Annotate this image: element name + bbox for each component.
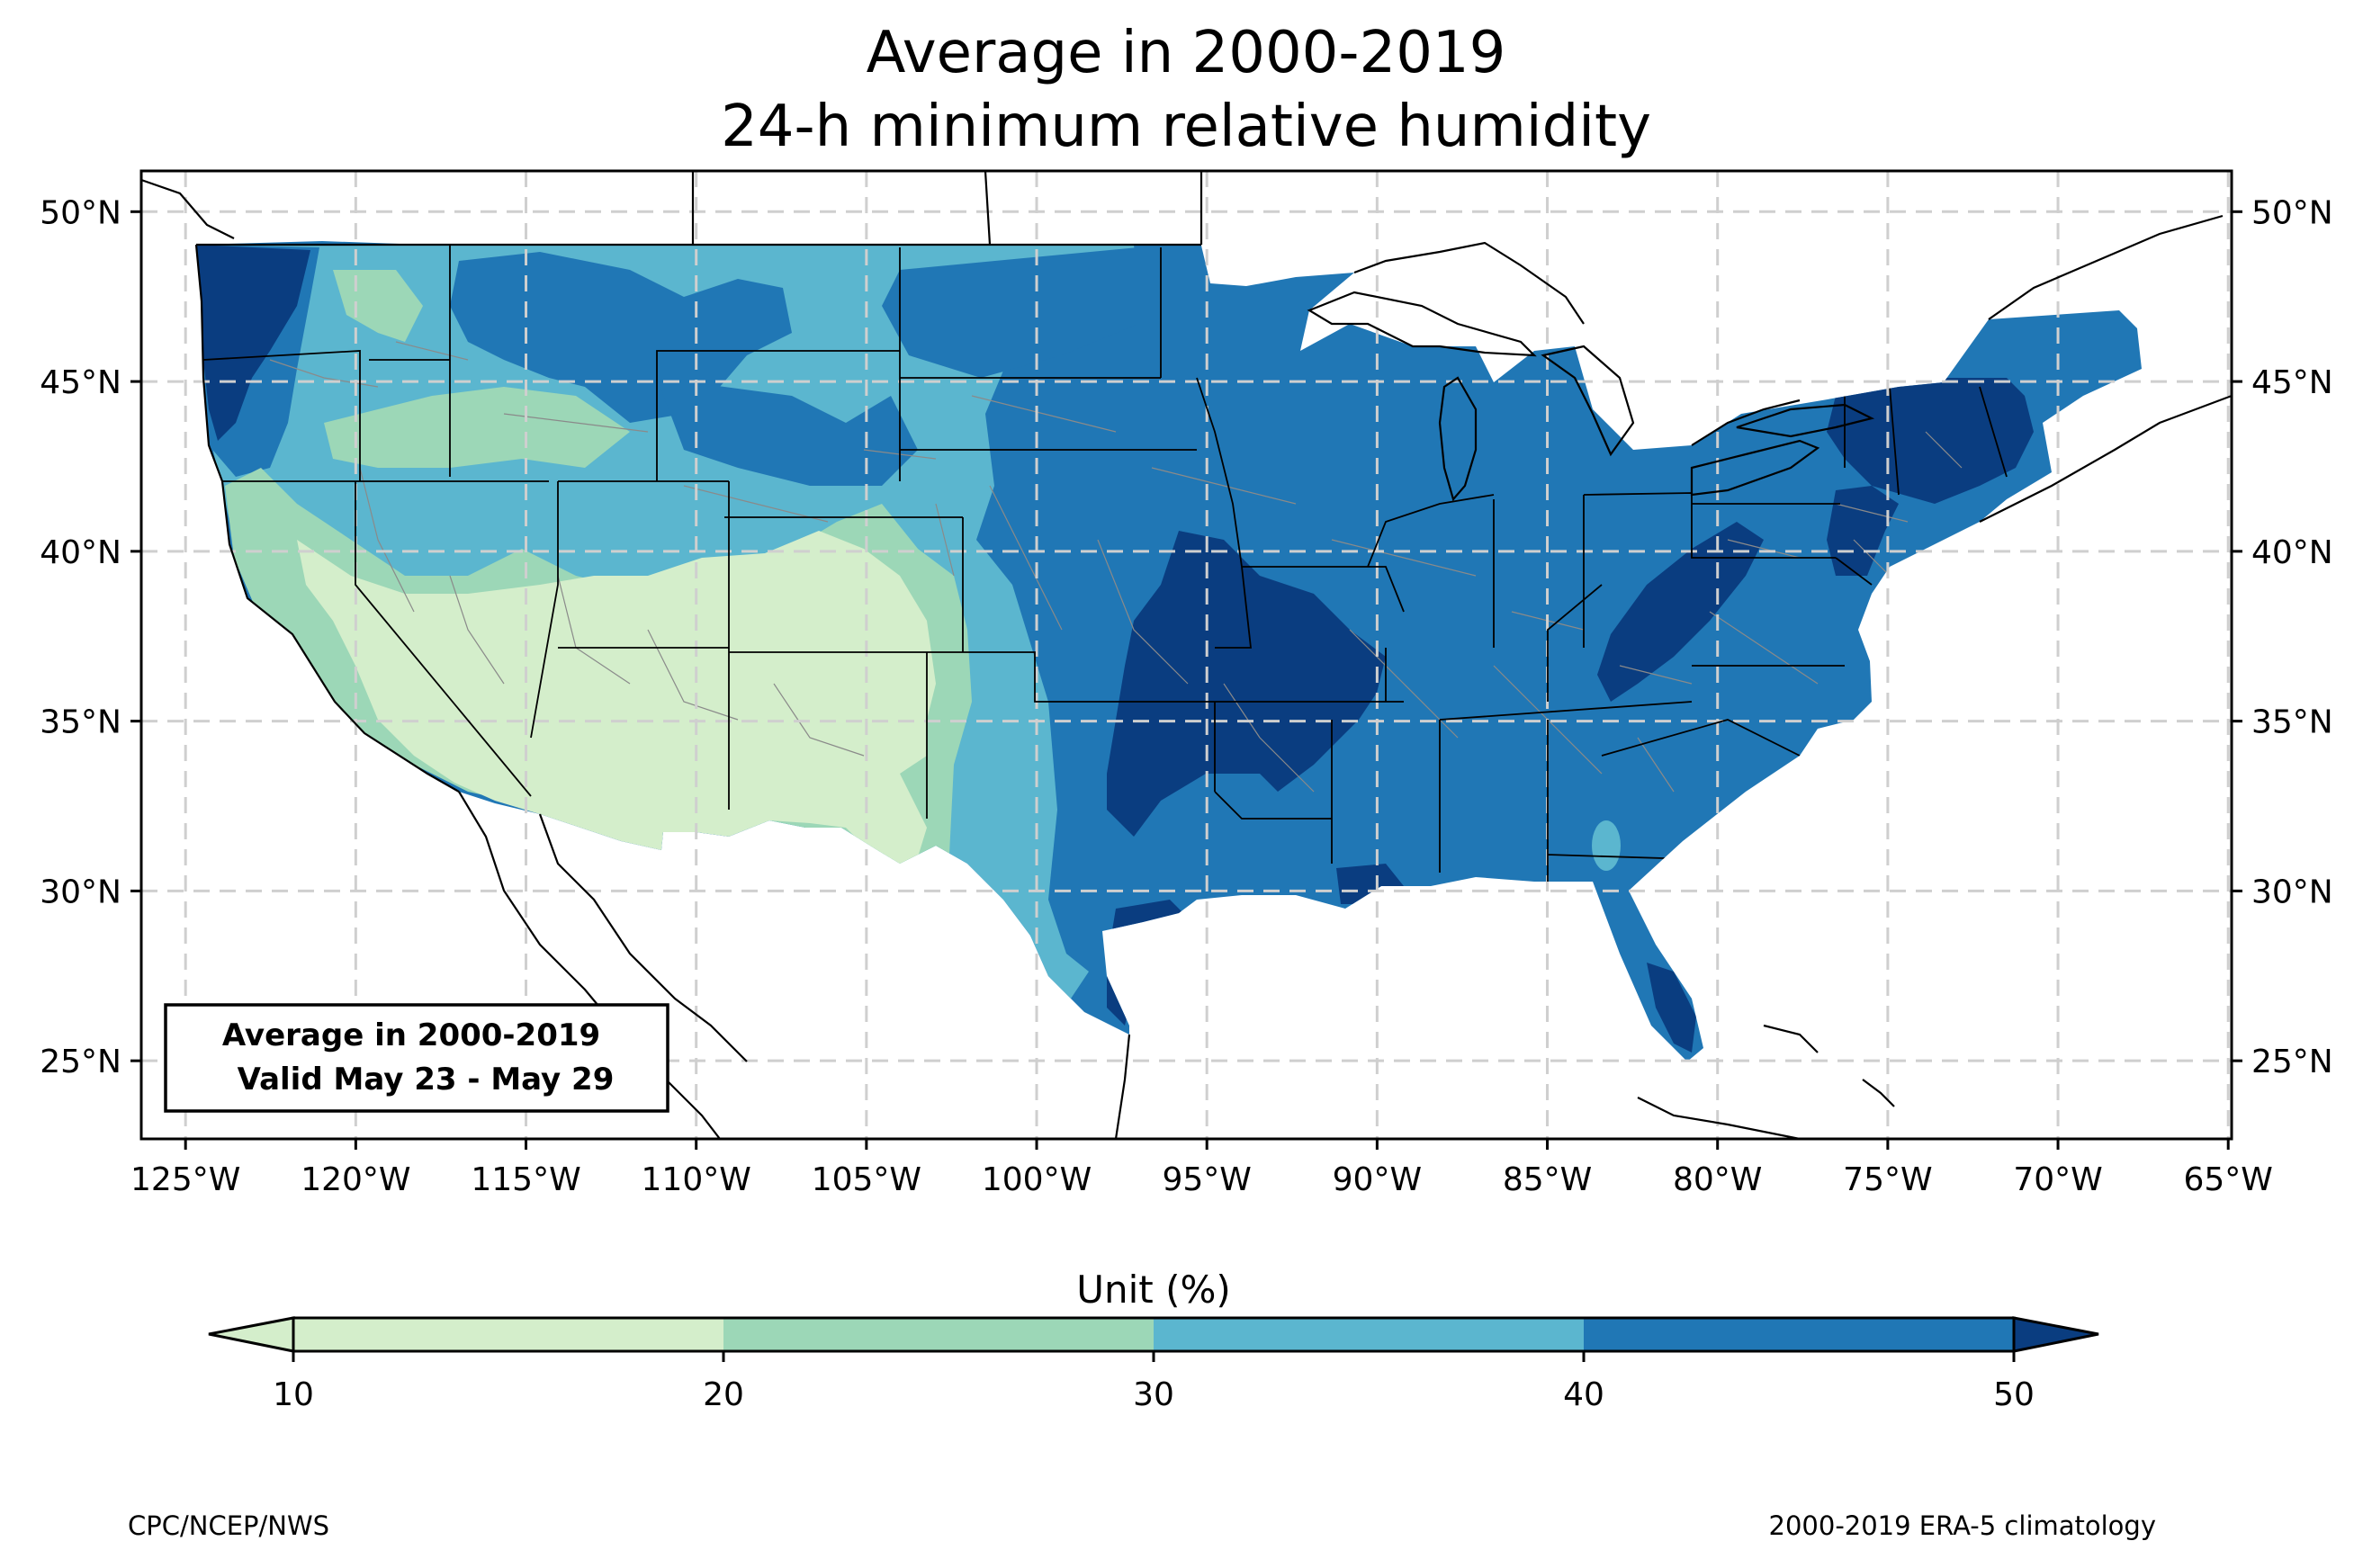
field-50-pacific-nw [196, 245, 310, 441]
figure-title-line1: Average in 2000-2019 [867, 20, 1506, 86]
lon-tick-label-1: 120°W [301, 1161, 410, 1198]
validity-box-line1: Average in 2000-2019 [222, 1017, 600, 1053]
field-40-50-dakotas [882, 247, 1138, 378]
field-50-midatlantic [1827, 486, 1899, 576]
lon-tick-label-11: 70°W [2013, 1161, 2102, 1198]
lat-tick-label-right-3: 40°N [2251, 534, 2333, 571]
lat-tick-label-right-4: 45°N [2251, 364, 2333, 401]
colorbar-tick-10: 10 [273, 1376, 314, 1413]
field-10-20-desert [297, 531, 936, 886]
lat-tick-label-left-1: 30°N [40, 874, 121, 910]
colorbar-extend-high [2012, 1316, 2099, 1353]
lat-tick-label-right-0: 25°N [2251, 1044, 2333, 1080]
lon-tick-label-5: 100°W [982, 1161, 1092, 1198]
lat-tick-label-left-3: 40°N [40, 534, 121, 571]
figure-title-line2: 24-h minimum relative humidity [721, 94, 1651, 160]
lat-tick-label-left-2: 35°N [40, 704, 121, 741]
validity-box-line2: Valid May 23 - May 29 [238, 1062, 615, 1098]
axis-ticks: 125°W 120°W 115°W 110°W 105°W 100°W 95°W 90°W 85… [40, 194, 2333, 1198]
lat-tick-label-left-4: 45°N [40, 364, 121, 401]
lon-tick-label-7: 90°W [1333, 1161, 1422, 1198]
field-50-northeast [1827, 378, 2034, 504]
lon-tick-label-10: 75°W [1843, 1161, 1932, 1198]
lon-tick-label-8: 85°W [1503, 1161, 1592, 1198]
lon-tick-label-6: 95°W [1162, 1161, 1251, 1198]
field-40-50-wyoming [657, 378, 918, 486]
lon-tick-label-0: 125°W [130, 1161, 240, 1198]
colorbar-bin-30-40 [1154, 1318, 1584, 1351]
colorbar-bin-20-30 [723, 1318, 1154, 1351]
colorbar: Unit (%) 10 20 30 40 50 [208, 1268, 2099, 1413]
lat-tick-label-right-1: 30°N [2251, 874, 2333, 910]
lon-tick-label-9: 80°W [1673, 1161, 1762, 1198]
validity-box-frame [164, 1003, 669, 1113]
map-frame-border [139, 169, 2233, 1141]
field-20-30-snake [324, 387, 630, 468]
lat-tick-label-right-5: 50°N [2251, 194, 2333, 231]
colorbar-tick-40: 40 [1563, 1376, 1604, 1413]
field-30-40-florida-spot [1592, 820, 1621, 871]
field-50-florida-tip [1647, 963, 1696, 1053]
coastlines [141, 171, 2232, 1139]
colorbar-tick-30: 30 [1133, 1376, 1174, 1413]
credit-right: 2000-2019 ERA-5 climatology [1769, 1510, 2156, 1541]
colorbar-tick-20: 20 [703, 1376, 744, 1413]
credit-left: CPC/NCEP/NWS [128, 1510, 329, 1541]
colorbar-extend-low [208, 1316, 295, 1353]
validity-box: Average in 2000-2019 Valid May 23 - May … [164, 1003, 669, 1113]
field-50-plains [1107, 531, 1386, 837]
lat-tick-label-left-0: 25°N [40, 1044, 121, 1080]
lat-tick-label-left-5: 50°N [40, 194, 121, 231]
colorbar-label: Unit (%) [1076, 1268, 1231, 1312]
state-lines [202, 243, 2008, 882]
colorbar-tick-50: 50 [1993, 1376, 2035, 1413]
lon-tick-label-12: 65°W [2184, 1161, 2273, 1198]
lat-tick-label-right-2: 35°N [2251, 704, 2333, 741]
colorbar-bin-40-50 [1584, 1318, 2014, 1351]
lon-tick-label-4: 105°W [812, 1161, 921, 1198]
colorbar-bin-10-20 [293, 1318, 723, 1351]
lon-tick-label-2: 115°W [471, 1161, 580, 1198]
field-40-50-idaho [450, 252, 792, 423]
lon-tick-label-3: 110°W [642, 1161, 751, 1198]
field-50-appalachia [1597, 522, 1764, 702]
